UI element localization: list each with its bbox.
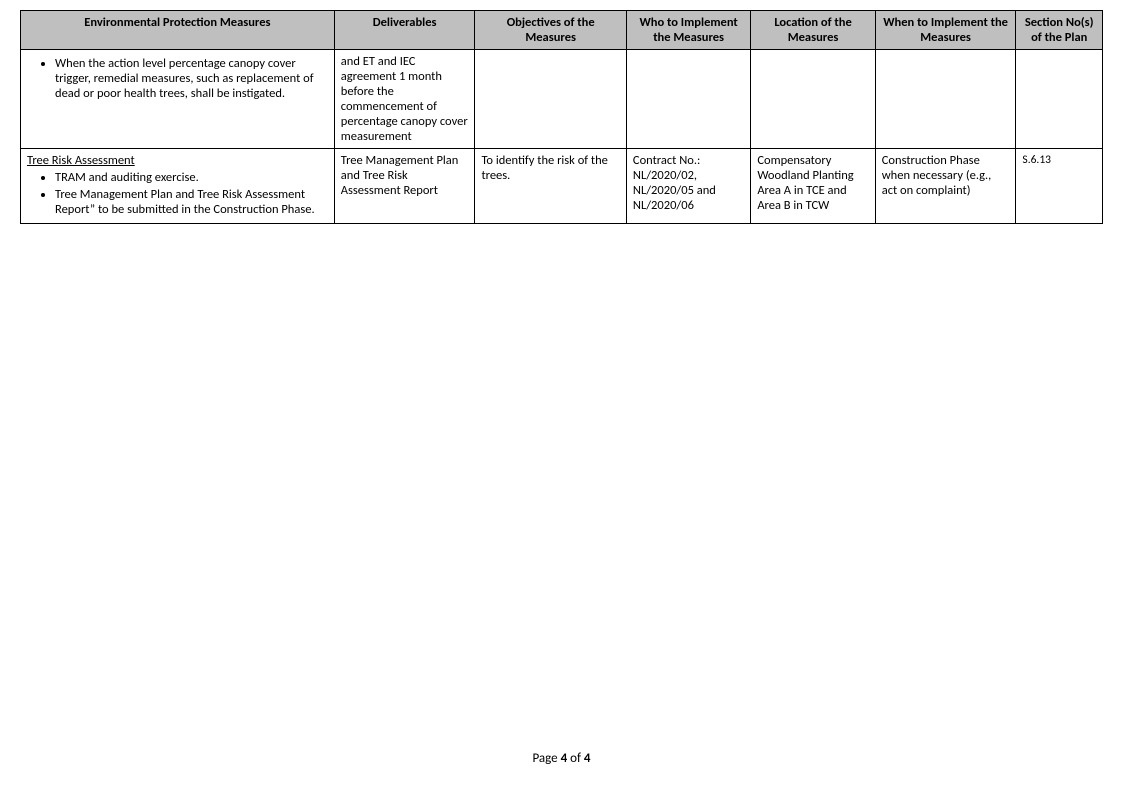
footer-prefix: Page <box>533 751 561 766</box>
cell-section: S.6.13 <box>1016 149 1103 224</box>
cell-location <box>751 50 875 149</box>
cell-location: Compensatory Woodland Planting Area A in… <box>751 149 875 224</box>
cell-deliverables: Tree Management Plan and Tree Risk Asses… <box>334 149 475 224</box>
col-header-deliverables: Deliverables <box>334 11 475 50</box>
cell-when: Construction Phase when necessary (e.g.,… <box>875 149 1016 224</box>
cell-measures: When the action level percentage canopy … <box>21 50 335 149</box>
cell-who: Contract No.: NL/2020/02, NL/2020/05 and… <box>626 149 750 224</box>
col-header-location: Location of the Measures <box>751 11 875 50</box>
cell-when <box>875 50 1016 149</box>
cell-who <box>626 50 750 149</box>
measures-list: When the action level percentage canopy … <box>27 56 328 101</box>
col-header-measures: Environmental Protection Measures <box>21 11 335 50</box>
col-header-section: Section No(s) of the Plan <box>1016 11 1103 50</box>
table-row: Tree Risk Assessment TRAM and auditing e… <box>21 149 1103 224</box>
footer-of: of <box>567 751 584 766</box>
list-item: TRAM and auditing exercise. <box>55 170 328 185</box>
footer-total: 4 <box>584 751 591 766</box>
col-header-who: Who to Implement the Measures <box>626 11 750 50</box>
measures-list: TRAM and auditing exercise. Tree Managem… <box>27 170 328 217</box>
table-header-row: Environmental Protection Measures Delive… <box>21 11 1103 50</box>
list-item: Tree Management Plan and Tree Risk Asses… <box>55 187 328 217</box>
col-header-objectives: Objectives of the Measures <box>475 11 626 50</box>
row-title: Tree Risk Assessment <box>27 153 135 168</box>
cell-objectives: To identify the risk of the trees. <box>475 149 626 224</box>
cell-objectives <box>475 50 626 149</box>
table-row: When the action level percentage canopy … <box>21 50 1103 149</box>
cell-deliverables: and ET and IEC agreement 1 month before … <box>334 50 475 149</box>
cell-measures: Tree Risk Assessment TRAM and auditing e… <box>21 149 335 224</box>
measures-table: Environmental Protection Measures Delive… <box>20 10 1103 224</box>
page-footer: Page 4 of 4 <box>0 751 1123 766</box>
cell-section <box>1016 50 1103 149</box>
col-header-when: When to Implement the Measures <box>875 11 1016 50</box>
list-item: When the action level percentage canopy … <box>55 56 328 101</box>
